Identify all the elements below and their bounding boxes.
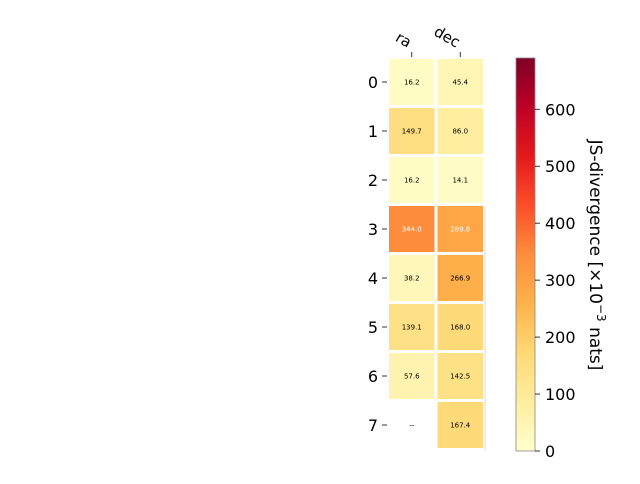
colorbar-tick-label: 300	[545, 271, 576, 290]
colorbar-tick-label: 100	[545, 385, 576, 404]
heatmap-cell	[437, 402, 483, 448]
row-label: 7	[368, 416, 378, 435]
colorbar-tick-label: 600	[545, 100, 576, 119]
row-label: 0	[368, 73, 378, 92]
colorbar-tick-label: 500	[545, 157, 576, 176]
colorbar-gradient	[515, 57, 536, 452]
heatmap-cell	[389, 206, 435, 252]
cell-value-label: 168.0	[450, 324, 470, 332]
cell-value-label: 57.6	[404, 373, 420, 381]
column-label: ra	[392, 28, 414, 51]
cell-value-label: 45.4	[452, 79, 468, 87]
column-label: dec	[431, 22, 463, 51]
heatmap-cell	[389, 255, 435, 301]
cell-value-label: 266.9	[450, 275, 470, 283]
heatmap-cell	[389, 59, 435, 105]
heatmap-cell	[389, 157, 435, 203]
cell-value-label: 139.1	[402, 324, 422, 332]
row-label: 5	[368, 318, 378, 337]
heatmap-cell	[437, 206, 483, 252]
heatmap-cells: 16.2 45.4 149.7 86.0 16.2 14.1 344.0 289.8 38.2 2…	[389, 59, 486, 450]
cell-value-label: --	[409, 422, 415, 430]
colorbar-tick-label: 400	[545, 214, 576, 233]
row-label: 1	[368, 122, 378, 141]
row-label: 2	[368, 171, 378, 190]
cell-value-label: 142.5	[450, 373, 470, 381]
heatmap-cell	[389, 304, 435, 350]
heatmap-cell	[437, 59, 483, 105]
row-labels: 0 1 2 3 4 5 6 7	[368, 73, 387, 435]
cell-value-label: 38.2	[404, 275, 420, 283]
heatmap-cell	[437, 108, 483, 154]
heatmap-cell	[437, 157, 483, 203]
heatmap-cell	[437, 304, 483, 350]
colorbar-tick-label: 0	[545, 442, 555, 461]
cell-value-label: 16.2	[404, 79, 420, 87]
column-labels: ra dec	[392, 22, 463, 57]
cell-value-label: 86.0	[452, 128, 468, 136]
row-label: 6	[368, 367, 378, 386]
row-label: 3	[368, 220, 378, 239]
heatmap-cell	[389, 353, 435, 399]
cell-value-label: 344.0	[402, 226, 422, 234]
cell-value-label: 149.7	[402, 128, 422, 136]
cell-value-label: 14.1	[452, 177, 468, 185]
cell-value-label: 167.4	[450, 422, 471, 430]
row-label: 4	[368, 269, 378, 288]
heatmap-cell	[389, 108, 435, 154]
cell-value-label: 289.8	[450, 226, 470, 234]
cell-value-label: 16.2	[404, 177, 420, 185]
heatmap-cell	[437, 353, 483, 399]
colorbar-tick-label: 200	[545, 328, 576, 347]
colorbar: 0 100 200 300 400 500 600	[515, 57, 576, 461]
colorbar-label: JS-divergence [×10−3 nats]	[585, 139, 608, 371]
heatmap-cell	[437, 255, 483, 301]
